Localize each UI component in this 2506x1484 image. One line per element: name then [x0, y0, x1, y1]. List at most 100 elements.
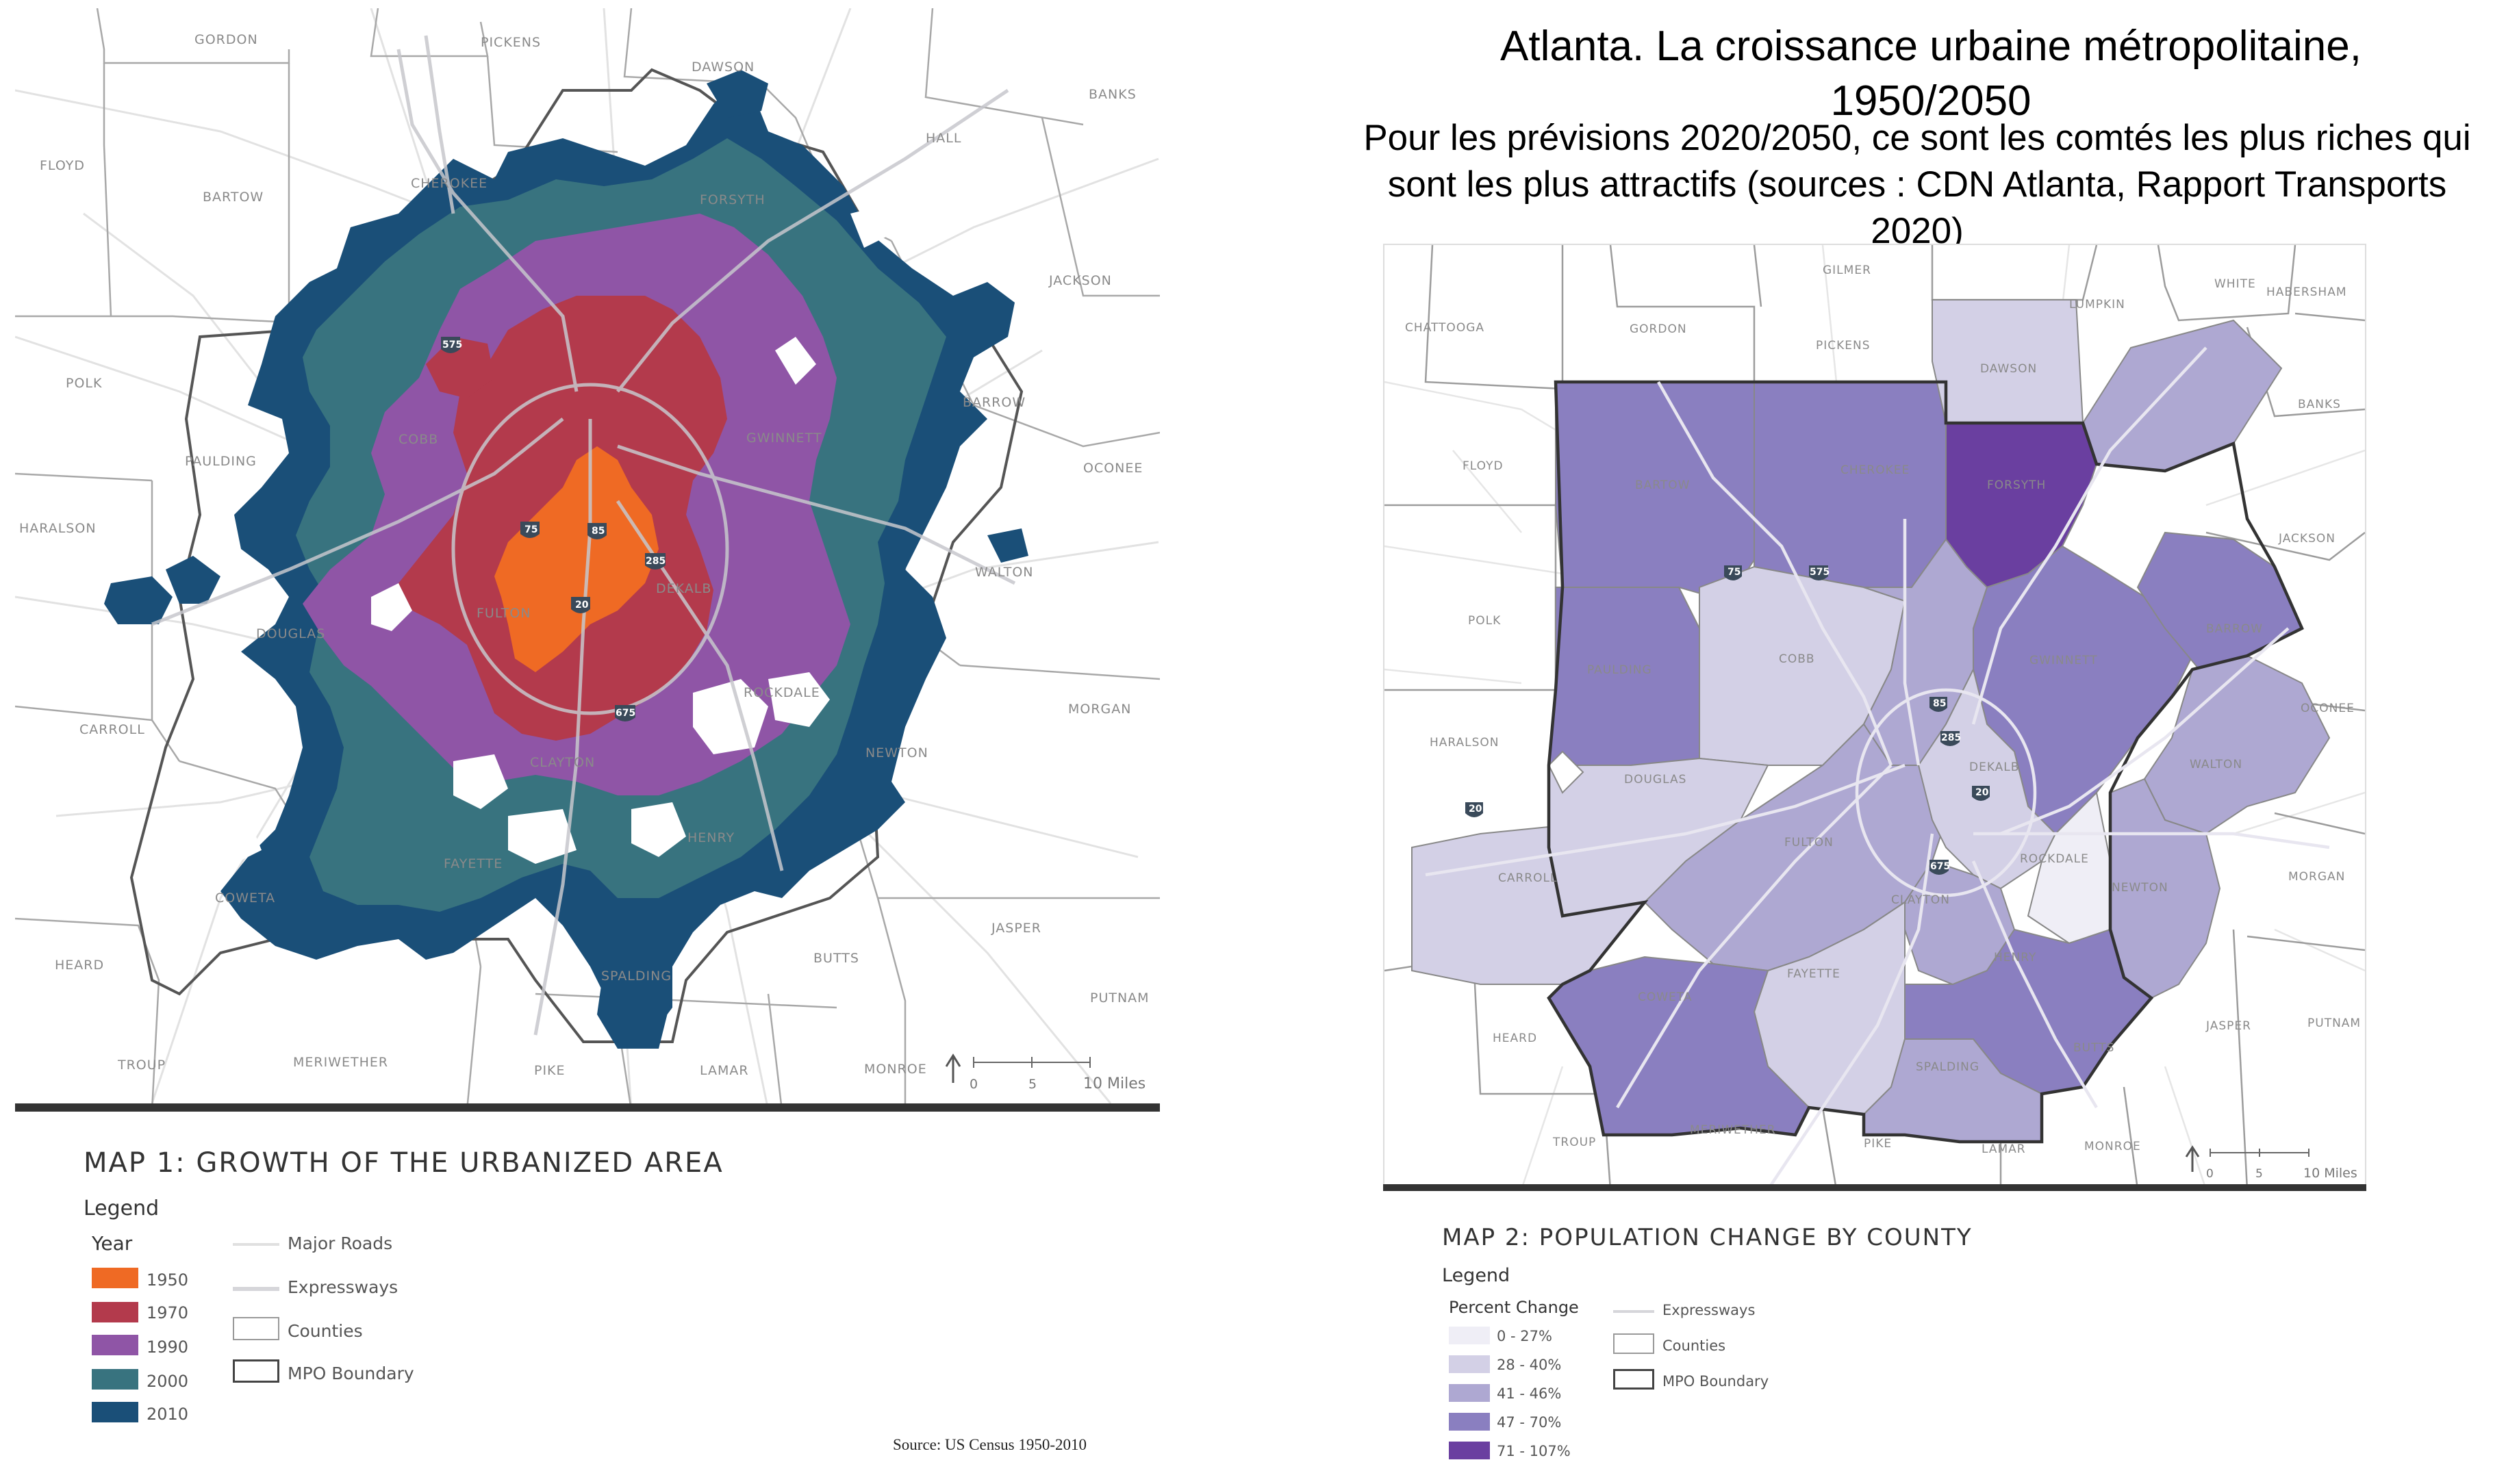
map2-label-meriwether: MERIWETHER: [1690, 1123, 1776, 1137]
map2-north-arrow-icon: [2185, 1145, 2200, 1172]
legend-label-28-40: 28 - 40%: [1497, 1357, 1562, 1373]
map2-label-troup: TROUP: [1552, 1136, 1596, 1149]
legend-swatch-2000: [92, 1369, 138, 1390]
subtitle-line-1: Pour les prévisions 2020/2050, ce sont l…: [1363, 118, 2471, 158]
map2-label-spalding: SPALDING: [1916, 1060, 1979, 1074]
map1-label-douglas: DOUGLAS: [256, 626, 325, 641]
legend-label-counties-2: Counties: [1662, 1338, 1726, 1354]
legend-expressways-line: [233, 1287, 279, 1291]
svg-text:675: 675: [616, 708, 635, 719]
map1-label-coweta: COWETA: [215, 891, 275, 906]
svg-text:85: 85: [592, 526, 605, 537]
legend-label-expressways-2: Expressways: [1662, 1302, 1756, 1318]
map2-label-gwinnett: GWINNETT: [2029, 654, 2098, 667]
svg-text:20: 20: [575, 600, 589, 611]
map1-label-troup: TROUP: [117, 1058, 166, 1073]
svg-text:5: 5: [2255, 1167, 2263, 1181]
svg-text:0: 0: [970, 1077, 978, 1092]
map2-shield-285: 285: [1940, 731, 1961, 746]
legend-expressways-line-2: [1613, 1310, 1654, 1313]
map1-label-butts: BUTTS: [813, 951, 859, 966]
svg-text:0: 0: [2206, 1167, 2214, 1181]
map2-label-gordon: GORDON: [1630, 322, 1687, 336]
map2-scale-bar: 0 5 10 Miles: [2185, 1145, 2357, 1181]
map2-label-white: WHITE: [2214, 277, 2256, 291]
map2-label-newton: NEWTON: [2112, 881, 2168, 895]
map1-label-polk: POLK: [66, 376, 102, 391]
map2-frame: 75 575 85 285 20 20 675 GILMER LUMPKIN W…: [1383, 244, 2366, 1191]
svg-text:5: 5: [1028, 1077, 1037, 1092]
legend-major-roads-line: [233, 1243, 279, 1246]
map1-label-morgan: MORGAN: [1068, 702, 1131, 717]
map1-label-meriwether: MERIWETHER: [293, 1055, 388, 1070]
legend-counties-box: [233, 1317, 279, 1340]
map1-label-jasper: JASPER: [991, 921, 1041, 936]
svg-text:10 Miles: 10 Miles: [1083, 1075, 1146, 1092]
legend-label-2000: 2000: [147, 1372, 189, 1391]
map1-label-banks: BANKS: [1089, 87, 1137, 102]
legend-counties-box-2: [1613, 1333, 1654, 1354]
map2-label-cobb: COBB: [1779, 652, 1815, 666]
map1-label-fulton: FULTON: [477, 606, 531, 621]
map1-label-monroe: MONROE: [864, 1062, 927, 1077]
map1-north-arrow-icon: [945, 1053, 961, 1083]
map2-expressways: [1425, 346, 2330, 1190]
map1-label-floyd: FLOYD: [40, 158, 85, 173]
map1-shield-675: 675: [615, 705, 635, 721]
map2-label-carroll: CARROLL: [1498, 871, 1557, 885]
map1-label-barrow: BARROW: [963, 395, 1026, 410]
svg-text:20: 20: [1975, 787, 1989, 798]
legend-label-major-roads: Major Roads: [288, 1233, 393, 1253]
map2-label-pickens: PICKENS: [1816, 339, 1871, 353]
map1-label-gwinnett: GWINNETT: [746, 431, 822, 446]
map2-shield-675: 675: [1929, 860, 1950, 875]
map1-legend-heading: Legend: [84, 1197, 160, 1220]
map1-shield-20: 20: [571, 597, 590, 613]
svg-text:75: 75: [1727, 567, 1741, 578]
map1-svg: 575 75 85 285 20 675 GORDON PICKENS DAWS…: [15, 8, 1160, 1110]
legend-label-1950: 1950: [147, 1270, 189, 1290]
legend-label-0-27: 0 - 27%: [1497, 1328, 1552, 1344]
map1-label-forsyth: FORSYTH: [700, 192, 765, 207]
map1-year-heading: Year: [92, 1232, 133, 1255]
map1-label-gordon: GORDON: [194, 32, 258, 47]
map1-title: MAP 1: GROWTH OF THE URBANIZED AREA: [84, 1147, 724, 1179]
map2-shield-75: 75: [1724, 565, 1742, 580]
map2-shield-85: 85: [1929, 697, 1947, 712]
map2-title: MAP 2: POPULATION CHANGE BY COUNTY: [1442, 1224, 1973, 1251]
map1-label-dawson: DAWSON: [692, 60, 755, 75]
map1-label-cobb: COBB: [398, 432, 438, 447]
map2-label-dawson: DAWSON: [1980, 362, 2037, 376]
map1-bottom-rule: [15, 1103, 1160, 1112]
map2-label-forsyth: FORSYTH: [1987, 478, 2046, 492]
map2-label-oconee: OCONEE: [2301, 702, 2355, 715]
legend-swatch-28-40: [1449, 1355, 1490, 1373]
map2-label-lamar: LAMAR: [1982, 1142, 2026, 1156]
map2-label-jackson: JACKSON: [2278, 532, 2336, 546]
map1-mpo-boundary: [129, 68, 1024, 1043]
map2-mpo-boundary: [1547, 380, 2304, 1144]
map2-shield-575: 575: [1809, 565, 1830, 580]
map1-label-fayette: FAYETTE: [444, 856, 503, 871]
map2-label-lumpkin: LUMPKIN: [2069, 298, 2125, 311]
map1-label-lamar: LAMAR: [700, 1063, 749, 1078]
page-title: Atlanta. La croissance urbaine métropoli…: [1500, 23, 2362, 125]
map2-label-habersham: HABERSHAM: [2266, 285, 2347, 299]
map2-label-floyd: FLOYD: [1463, 459, 1504, 473]
map2-legend-heading: Legend: [1442, 1265, 1510, 1286]
map1-label-carroll: CARROLL: [79, 722, 145, 737]
map2-label-chattooga: CHATTOOGA: [1405, 321, 1484, 335]
svg-text:10 Miles: 10 Miles: [2303, 1166, 2357, 1181]
map2-bottom-rule: [1383, 1184, 2366, 1191]
map2-label-monroe: MONROE: [2084, 1140, 2141, 1153]
map2-label-paulding: PAULDING: [1587, 663, 1652, 677]
map2-label-barrow: BARROW: [2206, 622, 2263, 636]
map1-label-cherokee: CHEROKEE: [411, 176, 488, 191]
map1-label-newton: NEWTON: [865, 745, 928, 760]
legend-swatch-47-70: [1449, 1413, 1490, 1431]
svg-text:575: 575: [442, 340, 462, 350]
map2-label-dekalb: DEKALB: [1969, 760, 2019, 774]
map2-label-henry: HENRY: [1994, 951, 2036, 964]
map1-source: Source: US Census 1950-2010: [893, 1436, 1087, 1453]
map1-label-jackson: JACKSON: [1048, 273, 1112, 288]
